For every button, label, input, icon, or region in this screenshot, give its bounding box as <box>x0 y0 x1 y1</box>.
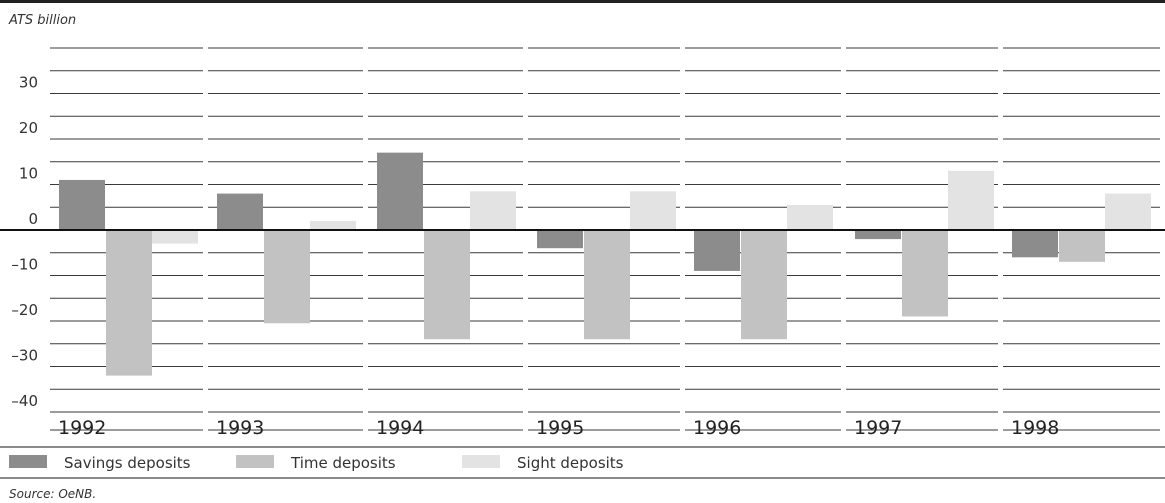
y-tick-labels: 30 20 10 0 –10 –20 –30 –40 <box>11 74 38 411</box>
legend-label: Time deposits <box>290 454 396 472</box>
legend-label: Savings deposits <box>64 454 191 472</box>
x-category-label: 1996 <box>693 417 741 439</box>
bar-savings-deposits-1995 <box>537 230 583 249</box>
bars <box>59 152 1151 376</box>
x-category-label: 1994 <box>376 417 424 439</box>
bar-time-deposits-1997 <box>902 230 948 317</box>
y-tick-label: –10 <box>11 256 38 274</box>
bar-sight-deposits-1996 <box>787 204 833 230</box>
legend: Savings deposits Time deposits Sight depos… <box>9 454 624 472</box>
bar-time-deposits-1995 <box>584 230 630 340</box>
bar-savings-deposits-1993 <box>217 193 263 230</box>
bar-time-deposits-1994 <box>424 230 470 340</box>
bar-sight-deposits-1993 <box>310 220 356 230</box>
year-labels: 1992 1993 1994 1995 1996 1997 1998 <box>58 417 1059 439</box>
legend-label: Sight deposits <box>517 454 624 472</box>
bar-sight-deposits-1992 <box>152 230 198 244</box>
bar-sight-deposits-1998 <box>1105 193 1151 230</box>
bar-savings-deposits-1992 <box>59 179 105 230</box>
bar-savings-deposits-1996 <box>694 230 740 271</box>
y-tick-label: –20 <box>11 301 38 319</box>
y-tick-label: 30 <box>19 74 38 92</box>
bar-savings-deposits-1997 <box>855 230 901 240</box>
bar-time-deposits-1992 <box>106 230 152 376</box>
y-tick-label: 10 <box>19 165 38 183</box>
y-tick-label: 20 <box>19 119 38 137</box>
bar-sight-deposits-1997 <box>948 170 994 230</box>
top-rule <box>0 0 1165 3</box>
x-category-label: 1997 <box>854 417 902 439</box>
x-category-label: 1998 <box>1011 417 1059 439</box>
bar-sight-deposits-1994 <box>470 191 516 230</box>
legend-swatch <box>9 455 47 468</box>
bar-savings-deposits-1998 <box>1012 230 1058 258</box>
source-note: Source: OeNB. <box>9 487 96 501</box>
x-category-label: 1995 <box>536 417 584 439</box>
y-tick-label: –40 <box>11 392 38 410</box>
x-category-label: 1993 <box>216 417 264 439</box>
bar-time-deposits-1998 <box>1059 230 1105 262</box>
bar-savings-deposits-1994 <box>377 152 423 230</box>
x-category-label: 1992 <box>58 417 106 439</box>
bar-time-deposits-1996 <box>741 230 787 340</box>
bar-sight-deposits-1995 <box>630 191 676 230</box>
y-axis-label: ATS billion <box>8 13 76 28</box>
legend-swatch <box>236 455 274 468</box>
y-tick-label: 0 <box>28 210 38 228</box>
legend-swatch <box>462 455 500 468</box>
bar-time-deposits-1993 <box>264 230 310 324</box>
y-tick-label: –30 <box>11 347 38 365</box>
